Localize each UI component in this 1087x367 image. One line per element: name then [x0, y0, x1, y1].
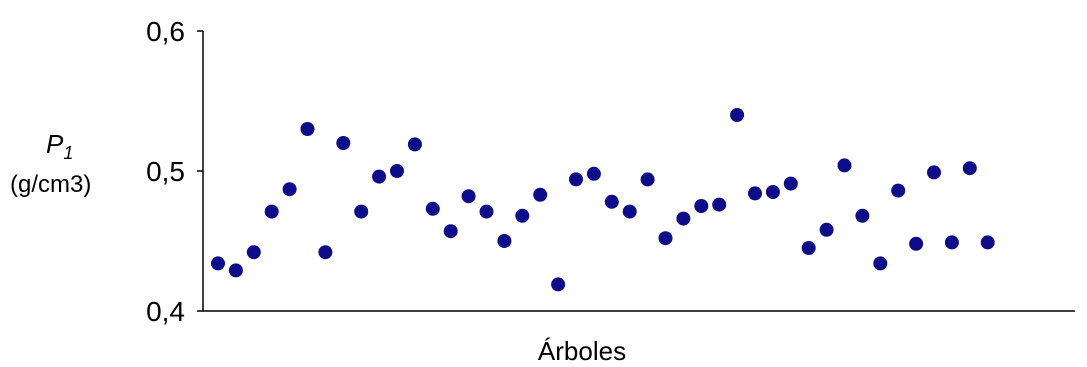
data-point [944, 235, 959, 250]
data-point [837, 158, 852, 173]
data-point [515, 208, 530, 223]
y-axis-ticks: 0,4 0,5 0,6 [146, 16, 203, 327]
data-point [211, 256, 225, 271]
data-point [372, 169, 387, 184]
x-axis-label: Árboles [538, 336, 626, 366]
data-point [497, 234, 512, 248]
data-point [730, 108, 745, 122]
data-point [246, 245, 261, 260]
y-axis-label: P1 (g/cm3) [10, 129, 91, 198]
data-point [354, 204, 369, 219]
data-point [819, 222, 834, 237]
data-point [264, 204, 279, 219]
data-point [407, 137, 422, 152]
y-tick-label: 0,6 [146, 16, 185, 47]
y-axis-label-unit: (g/cm3) [10, 171, 91, 198]
data-point [962, 161, 977, 176]
y-tick-label: 0,4 [146, 296, 185, 327]
data-point [390, 164, 404, 178]
data-point [300, 122, 315, 136]
data-point [765, 185, 780, 199]
data-point [461, 189, 476, 204]
data-point [748, 186, 762, 201]
data-point [282, 182, 297, 197]
data-point [909, 236, 924, 251]
data-point [801, 241, 816, 255]
data-point [425, 201, 440, 216]
data-point [622, 204, 637, 219]
data-point [443, 224, 458, 239]
data-point [873, 256, 888, 271]
data-points [211, 108, 995, 292]
data-point [676, 211, 691, 226]
data-point [783, 176, 798, 191]
data-point [712, 197, 727, 212]
y-axis-label-subscript: 1 [63, 143, 73, 163]
data-point [551, 277, 566, 292]
data-point [336, 136, 351, 150]
svg-text:P1: P1 [46, 129, 73, 163]
data-point [980, 235, 995, 250]
data-point [318, 245, 333, 260]
data-point [479, 204, 494, 219]
data-point [891, 183, 906, 198]
data-point [604, 194, 619, 209]
y-tick-label: 0,5 [146, 156, 185, 187]
data-point [927, 165, 941, 180]
data-point [533, 187, 548, 202]
data-point [855, 208, 870, 223]
data-point [228, 263, 243, 278]
data-point [658, 231, 673, 246]
data-point [640, 172, 655, 187]
y-axis-label-symbol: P [46, 129, 64, 159]
data-point [569, 172, 583, 187]
data-point [586, 166, 601, 181]
data-point [694, 199, 709, 213]
